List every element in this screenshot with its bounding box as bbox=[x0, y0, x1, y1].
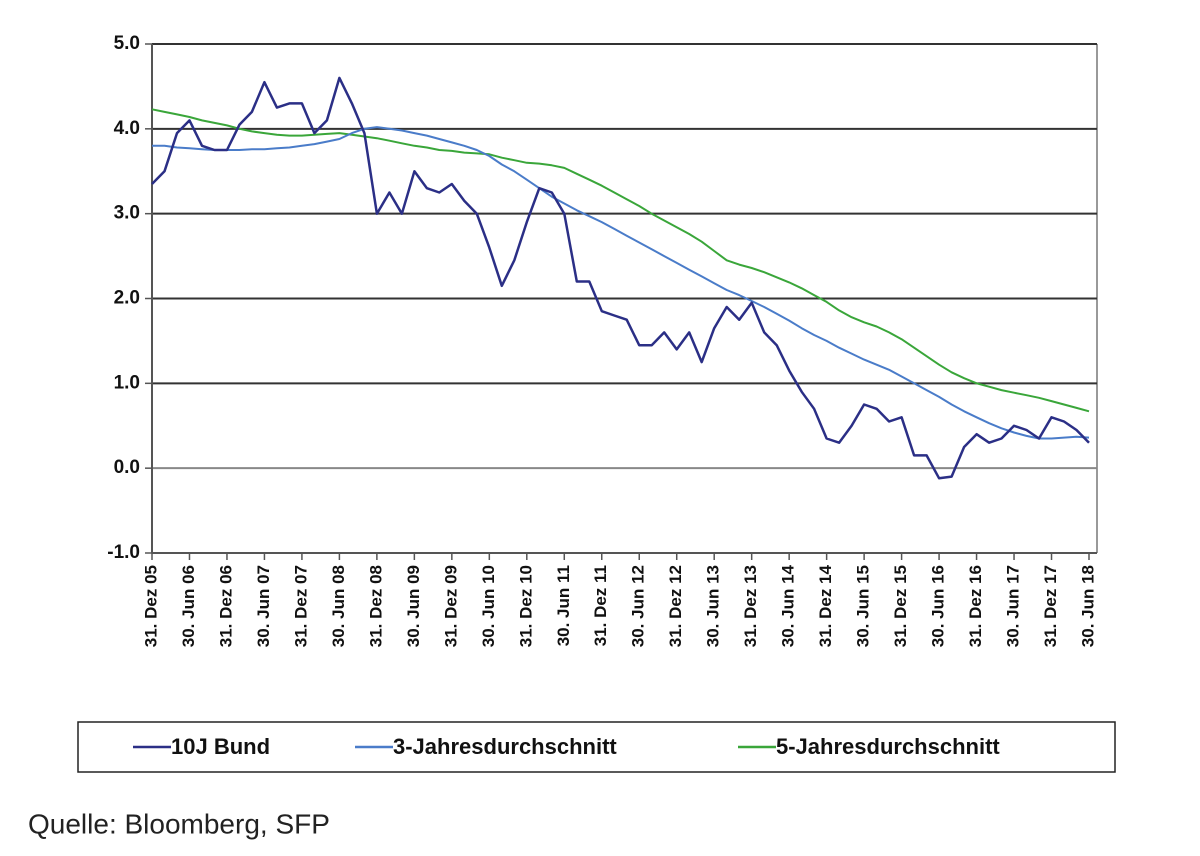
x-tick-label: 30. Jun 13 bbox=[704, 565, 723, 647]
x-tick-label: 30. Jun 11 bbox=[554, 565, 573, 646]
legend-box bbox=[77, 721, 1116, 773]
x-tick-label: 30. Jun 12 bbox=[629, 565, 648, 647]
legend-label: 3-Jahresdurchschnitt bbox=[393, 734, 617, 759]
y-tick-label: 0.0 bbox=[114, 457, 140, 478]
y-tick-label: 1.0 bbox=[114, 372, 140, 393]
x-tick-label: 30. Jun 07 bbox=[254, 565, 273, 647]
y-tick-label: 3.0 bbox=[114, 203, 140, 224]
x-tick-label: 30. Jun 06 bbox=[179, 565, 198, 647]
x-tick-label: 30. Jun 08 bbox=[329, 565, 348, 647]
y-tick-label: 4.0 bbox=[114, 118, 140, 139]
y-tick-label: 2.0 bbox=[114, 288, 140, 309]
series-line bbox=[151, 76, 1090, 480]
x-tick-label: 31. Dez 14 bbox=[816, 564, 835, 647]
x-tick-label: 30. Jun 14 bbox=[779, 564, 798, 647]
x-tick-label: 31. Dez 05 bbox=[141, 565, 160, 647]
x-tick-label: 31. Dez 07 bbox=[291, 565, 310, 647]
source: Quelle: Bloomberg, SFP bbox=[28, 808, 330, 839]
legend-label: 10J Bund bbox=[171, 734, 270, 759]
x-tick-label: 31. Dez 16 bbox=[966, 565, 985, 647]
x-tick-label: 30. Jun 18 bbox=[1078, 565, 1097, 647]
x-tick-label: 30. Jun 15 bbox=[854, 565, 873, 647]
legend-label: 5-Jahresdurchschnitt bbox=[776, 734, 1000, 759]
x-tick-label: 31. Dez 08 bbox=[366, 565, 385, 647]
x-tick-label: 30. Jun 09 bbox=[404, 565, 423, 647]
x-tick-label: 31. Dez 13 bbox=[741, 565, 760, 647]
x-tick-label: 31. Dez 15 bbox=[891, 565, 910, 647]
x-tick-label: 30. Jun 16 bbox=[929, 565, 948, 647]
x-tick-label: 31. Dez 17 bbox=[1041, 565, 1060, 647]
y-tick-label: -1.0 bbox=[107, 542, 140, 563]
x-tick-label: 31. Dez 11 bbox=[591, 565, 610, 646]
x-tick-label: 31. Dez 06 bbox=[216, 565, 235, 647]
x-tick-label: 31. Dez 12 bbox=[666, 565, 685, 647]
series-line bbox=[151, 108, 1090, 413]
x-tick-label: 31. Dez 09 bbox=[441, 565, 460, 647]
y-tick-label: 5.0 bbox=[114, 33, 140, 54]
x-tick-label: 30. Jun 17 bbox=[1004, 565, 1023, 647]
series-line bbox=[152, 126, 1090, 440]
x-tick-label: 30. Jun 10 bbox=[479, 565, 498, 647]
x-tick-label: 31. Dez 10 bbox=[516, 565, 535, 647]
